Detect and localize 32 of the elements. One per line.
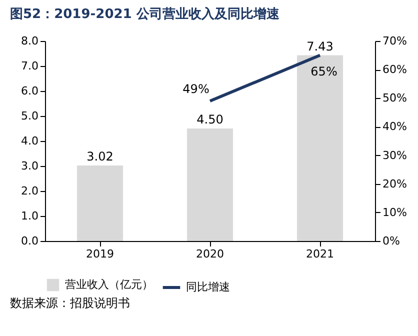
y2-tick-label: 70% [382,34,407,48]
bar [77,166,123,241]
bar [187,128,233,241]
x-tick-label: 2020 [196,248,224,260]
y2-tick-label: 10% [382,206,407,219]
y2-tick-label: 30% [382,148,407,162]
y-tick-label: 2.0 [21,184,38,198]
data-label: 49% [182,82,210,96]
y2-tick-label: 60% [382,63,407,76]
bar [297,55,343,241]
y-tick-label: 4.0 [21,134,38,148]
legend-label: 同比增速 [186,280,230,294]
y-tick-label: 6.0 [21,84,38,98]
x-tick-label: 2021 [306,248,334,260]
y2-tick-label: 50% [382,92,407,105]
y-tick-label: 1.0 [21,210,38,222]
data-label: 7.43 [306,39,334,54]
y-tick-label: 7.0 [21,60,38,72]
data-label: 3.02 [86,150,114,164]
data-label: 65% [310,64,338,78]
x-tick-label: 2019 [86,248,114,260]
y-tick-label: 0.0 [21,234,38,248]
y2-tick-label: 40% [382,120,407,134]
legend-label: 营业收入（亿元） [65,278,153,291]
y2-tick-label: 20% [382,177,407,190]
chart-title: 图52：2019-2021 公司营业收入及同比增速 [10,6,280,22]
data-label: 4.50 [196,112,224,126]
y-tick-label: 3.0 [21,160,38,172]
source-note: 数据来源：招股说明书 [10,296,130,310]
y-tick-label: 5.0 [21,110,38,122]
y2-tick-label: 0% [382,234,400,248]
y-tick-label: 8.0 [21,34,38,48]
